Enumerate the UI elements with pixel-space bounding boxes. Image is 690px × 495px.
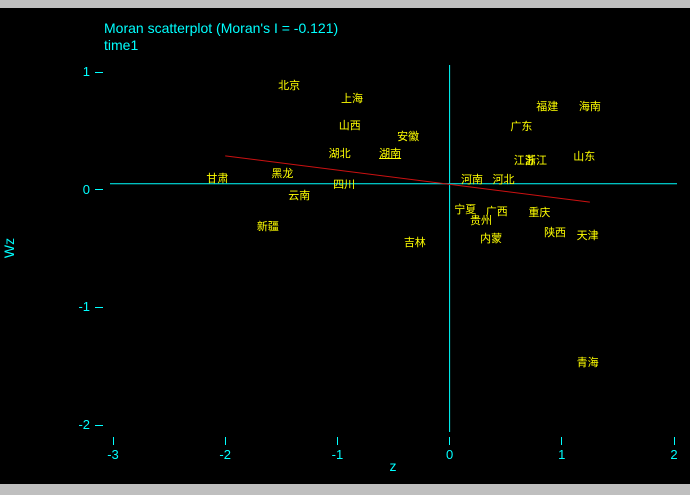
point-label[interactable]: 河南 — [461, 174, 484, 187]
point-label[interactable]: 海南 — [578, 101, 601, 114]
y-tick-label: -1 — [78, 299, 90, 315]
point-label[interactable]: 黑龙 — [271, 168, 294, 181]
window-top-bar — [0, 0, 690, 8]
point-label[interactable]: 天津 — [576, 229, 599, 242]
x-tick-label: 2 — [670, 447, 678, 462]
point-label[interactable]: 陕西 — [544, 227, 567, 240]
x-tick-label: -2 — [219, 447, 231, 462]
y-tick-label: 1 — [82, 64, 90, 79]
point-label[interactable]: 四川 — [333, 178, 356, 191]
point-label[interactable]: 河北 — [492, 174, 515, 187]
point-label[interactable]: 广西 — [485, 206, 508, 219]
chart-subtitle: time1 — [104, 37, 139, 53]
window-bottom-bar — [0, 484, 690, 495]
point-label[interactable]: 云南 — [288, 189, 311, 202]
point-label[interactable]: 内蒙 — [480, 233, 503, 246]
x-tick-label: 1 — [558, 447, 566, 462]
point-label[interactable]: 湖南 — [379, 148, 402, 161]
y-axis-label: Wz — [1, 237, 17, 259]
y-tick-mark — [95, 424, 103, 426]
point-label[interactable]: 山西 — [338, 120, 361, 133]
point-label[interactable]: 北京 — [278, 80, 301, 93]
y-tick-label: -2 — [78, 417, 90, 432]
point-label[interactable]: 广东 — [510, 121, 533, 134]
point-label[interactable]: 湖北 — [328, 148, 351, 161]
point-label[interactable]: 青海 — [576, 356, 599, 369]
x-tick-mark — [561, 437, 563, 445]
x-axis-label: z — [389, 458, 397, 474]
point-label[interactable]: 重庆 — [528, 207, 551, 220]
point-label[interactable]: 吉林 — [403, 236, 426, 249]
point-label[interactable]: 山东 — [573, 150, 596, 163]
point-label[interactable]: 福建 — [536, 101, 559, 114]
point-label[interactable]: 浙江 — [524, 155, 547, 168]
x-tick-mark — [449, 437, 451, 445]
x-tick-mark — [224, 437, 226, 445]
chart-title: Moran scatterplot (Moran's I = -0.121) — [104, 20, 339, 36]
x-tick-mark — [112, 437, 114, 445]
y-tick-mark — [95, 306, 103, 308]
y-tick-mark — [95, 189, 103, 191]
y-tick-mark — [95, 71, 103, 73]
point-label[interactable]: 新疆 — [256, 221, 279, 234]
point-label[interactable]: 安徽 — [397, 130, 420, 143]
point-label[interactable]: 江苏 — [513, 155, 536, 168]
x-tick-label: -1 — [331, 447, 344, 462]
point-label[interactable]: 上海 — [340, 93, 363, 106]
x-tick-mark — [673, 437, 675, 445]
point-label[interactable]: 贵州 — [470, 215, 493, 228]
y-tick-label: 0 — [82, 181, 90, 197]
x-tick-label: -3 — [107, 447, 119, 462]
point-label[interactable]: 甘肃 — [206, 173, 229, 186]
point-label[interactable]: 宁夏 — [454, 203, 477, 216]
x-tick-label: 0 — [445, 447, 454, 462]
x-tick-mark — [336, 437, 338, 445]
